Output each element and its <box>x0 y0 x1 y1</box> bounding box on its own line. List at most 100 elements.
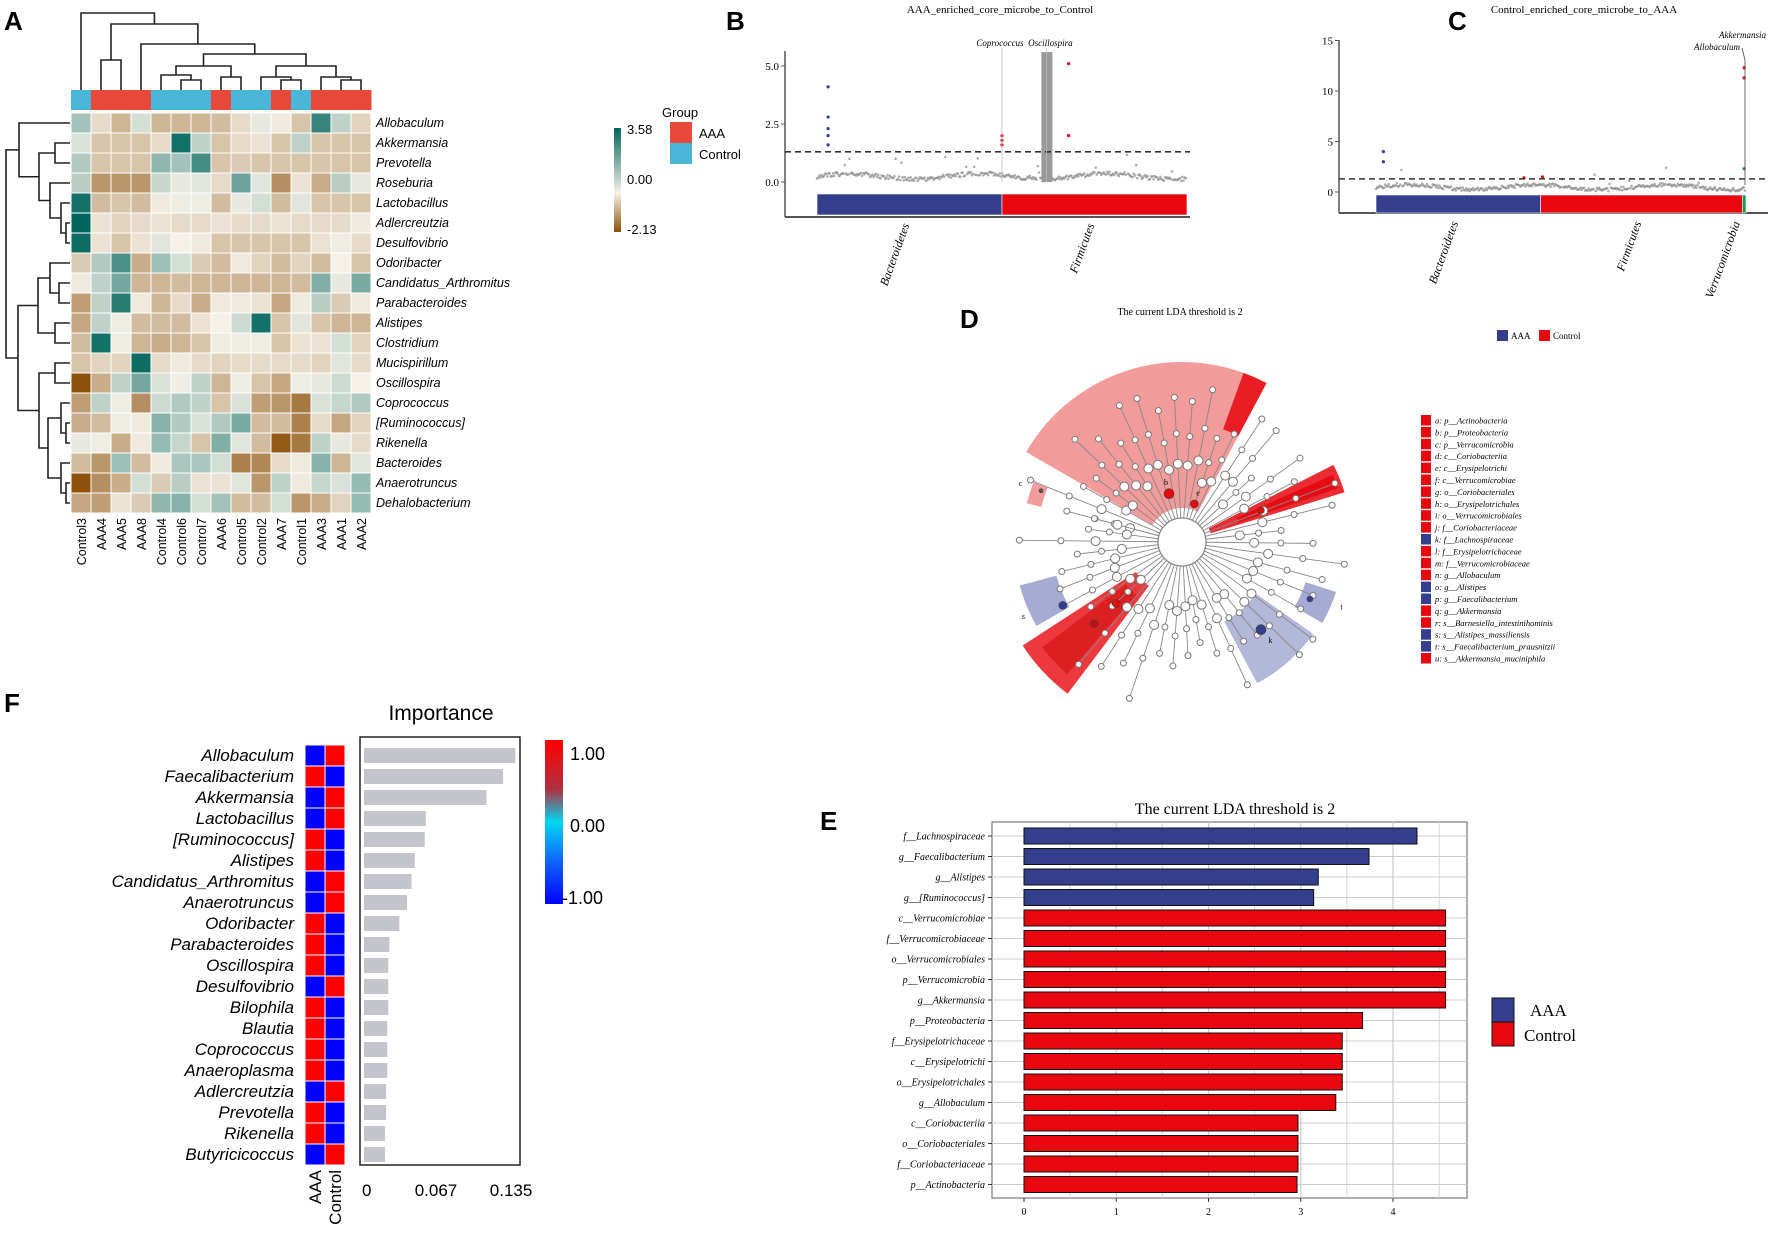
clade-node <box>1131 480 1142 491</box>
clade-node <box>1292 494 1300 502</box>
y-tick-label: 5.0 <box>765 61 779 73</box>
colorbar-max-label: 3.58 <box>627 122 652 137</box>
clade-letter: c <box>1019 479 1023 488</box>
heatmap-cell <box>110 472 132 494</box>
lda-bar <box>1023 1053 1343 1070</box>
lda-bar <box>1023 1155 1299 1173</box>
clade-node <box>1087 603 1095 611</box>
data-point <box>915 176 918 180</box>
group-heatmap-cell <box>304 891 326 914</box>
data-point <box>1169 177 1173 181</box>
clade-node <box>1217 499 1228 510</box>
clade-node <box>1318 576 1326 584</box>
x-tick-label: 0 <box>362 1181 371 1200</box>
lda-bar <box>1023 827 1418 845</box>
heatmap-cell <box>330 352 352 374</box>
clade-branch <box>1186 389 1214 519</box>
clade-branch <box>1205 547 1323 580</box>
enriched-clade-node <box>1190 499 1199 509</box>
row-label: Adlercreutzia <box>375 216 449 230</box>
legend-label-aaa: AAA <box>1530 1001 1568 1020</box>
heatmap-cell <box>150 172 172 194</box>
group-bar-cell <box>331 90 352 110</box>
category-label: Desulfovibrio <box>196 977 294 996</box>
clade-branch <box>1100 561 1170 667</box>
clade-node <box>1328 501 1336 509</box>
heatmap-cell <box>110 372 132 394</box>
highlight-point <box>826 115 830 119</box>
heatmap-cell <box>230 152 252 174</box>
data-point <box>1394 184 1397 187</box>
data-point <box>892 176 895 180</box>
heatmap-cell <box>350 152 372 174</box>
heatmap-cell <box>310 112 332 134</box>
category-label: p__Verrucomicrobia <box>902 975 985 986</box>
clade-node <box>1196 599 1207 610</box>
clade-node <box>1133 604 1144 615</box>
heatmap-cell <box>150 232 172 254</box>
heatmap-cell <box>70 152 92 174</box>
heatmap-cell <box>310 272 332 294</box>
data-point <box>1605 187 1609 190</box>
data-point <box>1152 177 1155 181</box>
clade-node <box>1115 401 1123 409</box>
lda-bar <box>1023 971 1447 988</box>
data-point <box>897 175 901 178</box>
heatmap-cell <box>330 232 352 254</box>
group-bar-cell <box>71 90 92 110</box>
key-swatch <box>1421 545 1431 557</box>
row-label: Mucispirillum <box>376 356 448 370</box>
heatmap-cell <box>270 452 292 474</box>
data-point <box>1125 153 1129 157</box>
panel-f-importance: Importance 1.00 0.00 -1.00 Allobaculum Fa… <box>112 702 605 1225</box>
clade-node <box>1220 470 1231 481</box>
data-point <box>898 178 902 182</box>
key-label: g: o__Coriobacteriales <box>1435 487 1515 497</box>
data-point <box>1704 185 1707 189</box>
clade-node <box>1255 529 1263 537</box>
clade-branch <box>1136 398 1176 520</box>
heatmap-cell <box>70 352 92 374</box>
clade-node <box>1097 662 1105 670</box>
data-point <box>1713 185 1717 189</box>
importance-bar <box>364 1105 387 1120</box>
heatmap-cell <box>350 172 372 194</box>
clade-node <box>1239 503 1250 514</box>
importance-bar <box>364 832 425 847</box>
clade-node <box>1193 455 1204 466</box>
heatmap-cell <box>110 232 132 254</box>
heatmap-cell <box>150 472 172 494</box>
clade-node <box>1115 460 1123 468</box>
column-label: Control5 <box>235 518 249 565</box>
data-point <box>1433 183 1437 187</box>
group-heatmap-cell <box>304 954 326 977</box>
colorbar-mid-label: 0.00 <box>627 172 652 187</box>
heatmap-cell <box>150 352 172 374</box>
heatmap-cell <box>230 472 252 494</box>
heatmap-cell <box>290 292 312 314</box>
heatmap-cell <box>70 332 92 354</box>
y-tick-label: 0.0 <box>765 177 779 189</box>
heatmap-cell <box>250 452 272 474</box>
heatmap-cell <box>230 232 252 254</box>
clade-node <box>1118 631 1126 639</box>
clade-node <box>1105 528 1113 536</box>
importance-bar <box>364 1000 389 1015</box>
key-label: p: g__Faecalibacterium <box>1434 594 1517 604</box>
y-tick-label: 5 <box>1328 137 1334 149</box>
heatmap-cell <box>70 392 92 414</box>
dendrogram-branch <box>280 79 302 90</box>
legend-swatch-aaa <box>670 122 692 143</box>
data-point <box>1686 185 1690 188</box>
chart-title: Importance <box>388 702 493 725</box>
data-point <box>1701 185 1705 188</box>
phylum-label: Bacteroidetes <box>877 221 913 288</box>
heatmap-cell <box>110 272 132 294</box>
clade-letter: e <box>1196 489 1200 498</box>
heatmap-cell <box>330 132 352 154</box>
data-point <box>1659 182 1662 185</box>
dendrogram-branch <box>38 152 55 202</box>
data-point <box>1387 182 1391 186</box>
data-point <box>882 174 886 178</box>
importance-bar <box>364 811 426 826</box>
